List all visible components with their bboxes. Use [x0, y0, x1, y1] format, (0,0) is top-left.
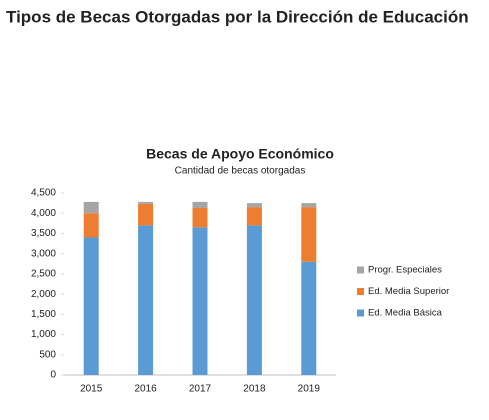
bar-segment: [83, 213, 99, 238]
legend-label: Ed. Media Básica: [368, 308, 443, 319]
x-tick-label: 2015: [80, 384, 103, 395]
bar-segment: [246, 203, 262, 208]
bar-segment: [83, 201, 99, 214]
y-tick-label: 1,500: [31, 309, 56, 320]
bar-segment: [192, 227, 208, 375]
legend-label: Ed. Media Superior: [368, 286, 449, 297]
y-tick-label: 500: [39, 349, 56, 360]
legend-label: Progr. Especiales: [368, 265, 442, 276]
bar-segment: [138, 203, 154, 226]
y-tick-label: 3,000: [31, 248, 56, 259]
x-tick-label: 2016: [134, 384, 157, 395]
bar-segment: [301, 203, 317, 208]
x-tick-label: 2018: [243, 384, 266, 395]
bar-segment: [246, 225, 262, 375]
chart-title: Becas de Apoyo Económico: [146, 146, 334, 162]
bar-segment: [192, 201, 208, 208]
bar-segment: [138, 201, 154, 204]
y-tick-label: 4,000: [31, 208, 56, 219]
bar-segment: [301, 207, 317, 262]
x-tick-label: 2017: [189, 384, 212, 395]
y-tick-label: 4,500: [31, 188, 56, 199]
y-tick-label: 3,500: [31, 228, 56, 239]
y-tick-label: 0: [50, 370, 56, 381]
bar-segment: [301, 261, 317, 375]
legend-swatch: [357, 266, 364, 274]
page-title: Tipos de Becas Otorgadas por la Direcció…: [6, 7, 469, 26]
bar-segment: [192, 207, 208, 228]
bar-segment: [83, 237, 99, 375]
y-tick-label: 1,000: [31, 329, 56, 340]
legend-swatch: [357, 288, 364, 295]
y-tick-label: 2,500: [31, 269, 56, 280]
bar-segment: [246, 207, 262, 226]
legend-swatch: [357, 309, 364, 317]
y-tick-label: 2,000: [31, 289, 56, 300]
x-tick-label: 2019: [298, 384, 321, 395]
chart-subtitle: Cantidad de becas otorgadas: [175, 166, 306, 177]
bar-segment: [138, 225, 154, 375]
